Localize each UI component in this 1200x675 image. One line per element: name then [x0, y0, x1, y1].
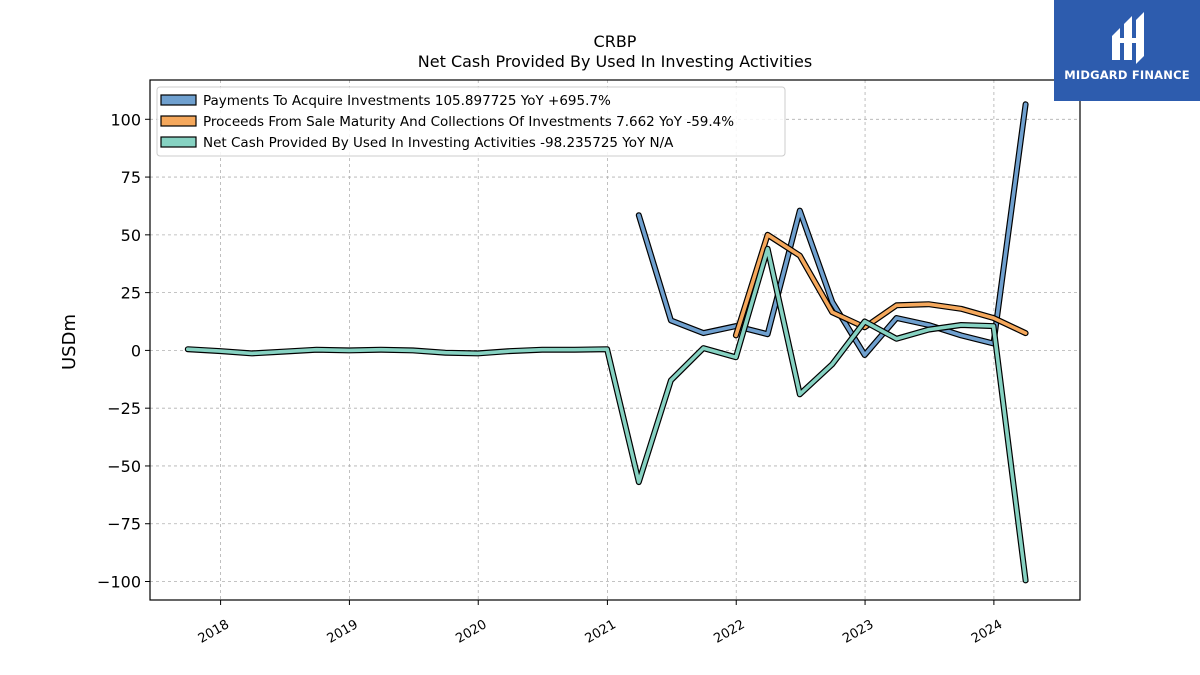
y-tick-label: 0 — [131, 341, 141, 360]
legend: Payments To Acquire Investments 105.8977… — [156, 86, 786, 157]
y-tick-label: 50 — [121, 226, 141, 245]
y-tick-label: −25 — [107, 399, 141, 418]
x-tick-label: 2019 — [325, 617, 361, 647]
series-line-0 — [636, 102, 1028, 357]
legend-swatch-1 — [160, 115, 197, 127]
x-tick-label: 2018 — [196, 617, 232, 647]
y-tick-label: −50 — [107, 457, 141, 476]
y-axis-label: USDm — [59, 314, 80, 370]
brand-name: MIDGARD FINANCE — [1064, 68, 1190, 82]
x-tick-label: 2022 — [711, 617, 747, 647]
y-tick-label: 25 — [121, 284, 141, 303]
brand-logo: MIDGARD FINANCE — [1054, 0, 1200, 101]
grid-layer — [150, 80, 1080, 600]
y-tick-label: 100 — [110, 110, 141, 129]
series-line-2 — [186, 246, 1028, 583]
legend-swatch-2 — [160, 136, 197, 148]
x-tick-label: 2021 — [583, 617, 619, 647]
legend-label-2: Net Cash Provided By Used In Investing A… — [203, 135, 674, 151]
plot-frame — [149, 79, 1081, 601]
brand-logo-icon — [1112, 12, 1144, 64]
legend-box — [156, 86, 786, 157]
x-tick-label: 2020 — [453, 617, 489, 647]
x-tick-label: 2024 — [969, 617, 1005, 647]
series-line-outline-2 — [184, 245, 1029, 584]
series-line-1 — [734, 233, 1028, 338]
legend-swatch-0 — [160, 94, 197, 106]
y-tick-label: −75 — [107, 515, 141, 534]
y-tick-label: −100 — [97, 573, 141, 592]
series-layer — [184, 101, 1029, 584]
y-tick-label: 75 — [121, 168, 141, 187]
ticks-layer: 100 75 50 25 0 −25 −50 −75 −100 2018 2019 2020 2021 2… — [97, 110, 1005, 646]
chart-subtitle: Net Cash Provided By Used In Investing A… — [417, 52, 813, 71]
legend-label-1: Proceeds From Sale Maturity And Collecti… — [203, 114, 734, 130]
legend-label-0: Payments To Acquire Investments 105.8977… — [203, 93, 611, 109]
x-tick-label: 2023 — [840, 617, 876, 647]
chart-title: CRBP — [593, 32, 637, 51]
